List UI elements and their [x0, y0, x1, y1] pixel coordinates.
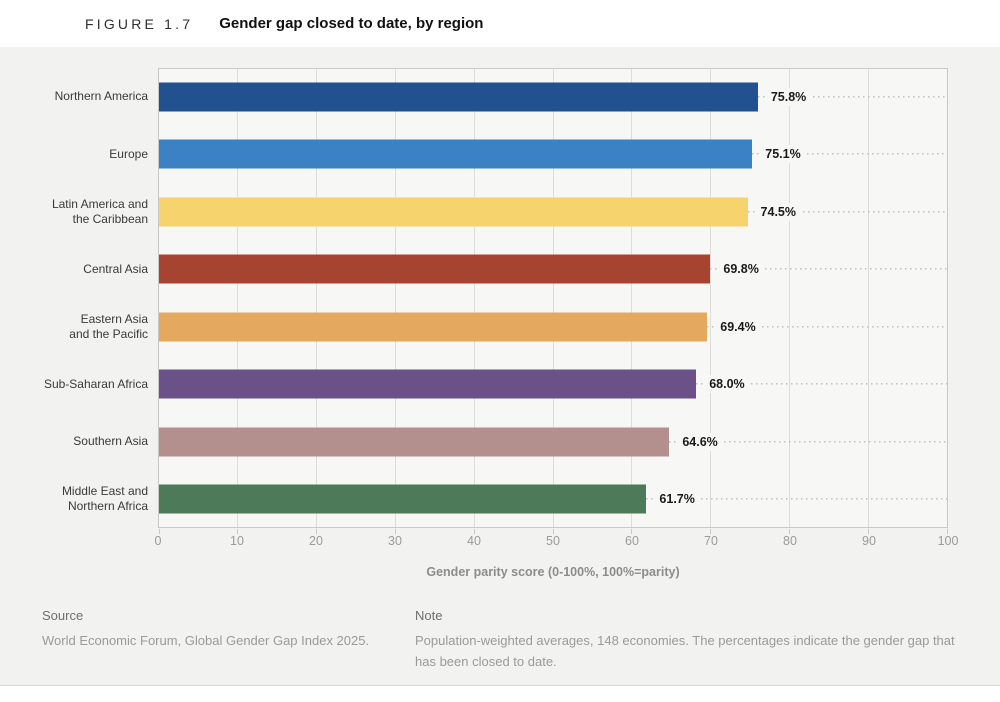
category-label: Southern Asia: [73, 434, 148, 449]
category-label: Europe: [109, 146, 148, 161]
bar: [159, 82, 758, 112]
value-label: 74.5%: [756, 202, 800, 221]
leader-dots: [646, 498, 947, 501]
gridline-40: [473, 69, 475, 527]
value-label: 69.8%: [719, 260, 763, 279]
source-block: Source World Economic Forum, Global Gend…: [42, 608, 392, 651]
source-text: World Economic Forum, Global Gender Gap …: [42, 633, 370, 648]
bar-row: Latin America and the Caribbean 74.5%: [0, 183, 948, 241]
bar-row: Northern America 75.8%: [0, 68, 948, 126]
bar-row: Sub-Saharan Africa 68.0%: [0, 356, 948, 414]
bar: [159, 139, 753, 169]
leader-dots: [696, 383, 947, 386]
x-tickmark-60: [631, 529, 633, 534]
x-tick-label-50: 50: [546, 534, 560, 548]
bar-track: 75.1%: [158, 126, 948, 184]
bar-row: Central Asia 69.8%: [0, 241, 948, 299]
bar: [159, 369, 697, 399]
x-tick-label-100: 100: [937, 534, 959, 548]
leader-dots: [669, 440, 947, 443]
x-tickmark-40: [473, 529, 475, 534]
x-tick-label-30: 30: [388, 534, 402, 548]
leader-dots: [747, 210, 947, 213]
x-tickmark-80: [788, 529, 790, 534]
category-label: Sub-Saharan Africa: [43, 376, 148, 391]
bar-track: 68.0%: [158, 356, 948, 414]
gridline-70: [710, 69, 712, 527]
gridline-80: [788, 69, 790, 527]
bar-row: Europe 75.1%: [0, 126, 948, 184]
category-label: Latin America and the Caribbean: [51, 196, 148, 226]
x-tickmark-70: [710, 529, 712, 534]
bar: [159, 254, 711, 284]
x-tick-label-60: 60: [625, 534, 639, 548]
x-axis: 0 10 20 30 40 50 60 70 80 90 100: [154, 534, 959, 550]
gridline-20: [316, 69, 318, 527]
bar-track: 69.4%: [158, 298, 948, 356]
value-label: 75.1%: [761, 145, 805, 164]
bar-rows: Northern America 75.8% Europe 75.1% Latin Am…: [0, 68, 948, 528]
gridline-30: [394, 69, 396, 527]
bar-track: 69.8%: [158, 241, 948, 299]
bar: [159, 197, 748, 227]
bar: [159, 484, 647, 514]
category-label: Eastern Asia and the Pacific: [69, 311, 148, 341]
bar-row: Eastern Asia and the Pacific 69.4%: [0, 298, 948, 356]
x-tick-label-0: 0: [154, 534, 162, 548]
x-tick-label-20: 20: [309, 534, 323, 548]
x-tickmark-30: [394, 529, 396, 534]
bar-track: 61.7%: [158, 471, 948, 529]
value-label: 75.8%: [766, 87, 811, 106]
bar: [159, 312, 708, 342]
bar-track: 64.6%: [158, 413, 948, 471]
source-heading: Source: [42, 608, 84, 623]
figure-number-label: FIGURE 1.7: [85, 15, 194, 32]
x-tickmark-90: [867, 529, 869, 534]
leader-dots: [707, 325, 947, 328]
bar-track: 74.5%: [158, 183, 948, 241]
x-tickmark-50: [552, 529, 554, 534]
x-tick-label-70: 70: [704, 534, 718, 548]
leader-dots: [757, 95, 947, 98]
value-label: 64.6%: [678, 432, 722, 451]
x-tickmark-20: [316, 529, 318, 534]
leader-dots: [710, 268, 947, 271]
bar-row: Middle East and Northern Africa 61.7%: [0, 471, 948, 529]
note-heading: Note: [415, 608, 443, 623]
note-text: Population-weighted averages, 148 econom…: [415, 633, 955, 669]
x-tickmark-100: [946, 529, 948, 534]
x-tick-label-80: 80: [783, 534, 797, 548]
gridline-50: [552, 69, 554, 527]
category-label: Central Asia: [83, 261, 148, 276]
x-tick-label-90: 90: [862, 534, 876, 548]
note-block: Note Population-weighted averages, 148 e…: [415, 608, 965, 672]
bar: [159, 427, 670, 457]
chart-canvas: Northern America 75.8% Europe 75.1% Latin Am…: [0, 47, 1000, 686]
bar-row: Southern Asia 64.6%: [0, 413, 948, 471]
figure-title: Gender gap closed to date, by region: [219, 15, 484, 32]
x-tickmark-0: [158, 529, 160, 534]
leader-dots: [752, 153, 947, 156]
gridline-10: [237, 69, 239, 527]
x-axis-title: Gender parity score (0-100%, 100%=parity…: [426, 565, 680, 579]
x-tick-label-10: 10: [230, 534, 244, 548]
value-label: 61.7%: [655, 490, 699, 509]
value-label: 69.4%: [716, 317, 760, 336]
gridline-90: [867, 69, 869, 527]
figure-header: FIGURE 1.7 Gender gap closed to date, by…: [0, 0, 1000, 47]
category-label: Middle East and Northern Africa: [61, 484, 148, 514]
category-label: Northern America: [54, 89, 148, 104]
gridline-60: [631, 69, 633, 527]
x-tickmark-10: [237, 529, 239, 534]
bar-track: 75.8%: [158, 68, 948, 126]
value-label: 68.0%: [705, 375, 749, 394]
x-tick-label-40: 40: [467, 534, 481, 548]
